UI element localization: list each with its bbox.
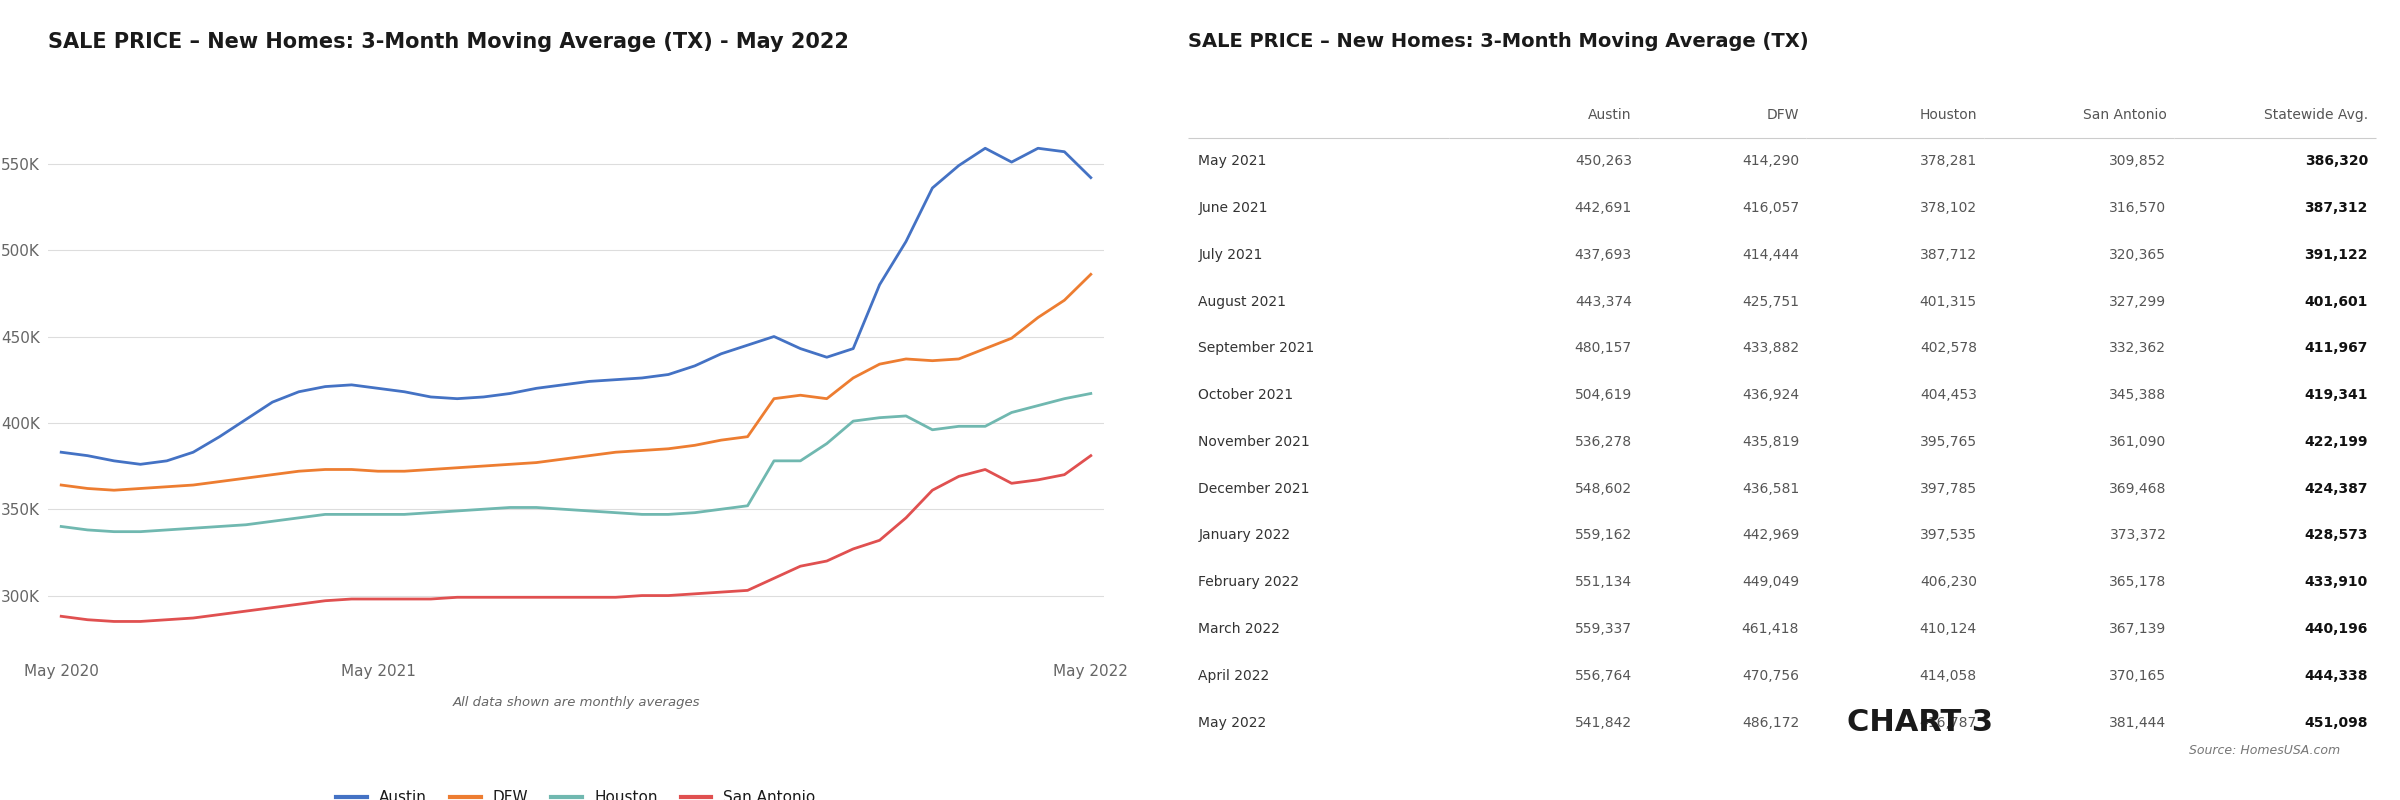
Legend: Austin, DFW, Houston, San Antonio: Austin, DFW, Houston, San Antonio xyxy=(331,784,821,800)
Text: SALE PRICE – New Homes: 3-Month Moving Average (TX): SALE PRICE – New Homes: 3-Month Moving A… xyxy=(1188,32,1810,51)
Text: Source: HomesUSA.com: Source: HomesUSA.com xyxy=(2189,744,2340,757)
Text: SALE PRICE – New Homes: 3-Month Moving Average (TX) - May 2022: SALE PRICE – New Homes: 3-Month Moving A… xyxy=(48,32,850,52)
Text: CHART 3: CHART 3 xyxy=(1848,708,1992,737)
Text: All data shown are monthly averages: All data shown are monthly averages xyxy=(451,696,701,709)
